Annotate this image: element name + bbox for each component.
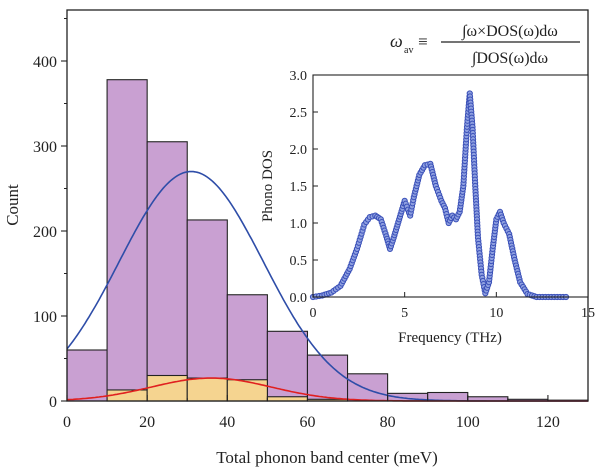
inset-y-tick-label: 3.0 (290, 69, 308, 84)
x-tick-label: 100 (456, 414, 480, 431)
formula-numerator: ∫ω×DOS(ω)dω (461, 23, 558, 41)
formula-lhs: ω (390, 31, 403, 51)
formula-denominator: ∫DOS(ω)dω (471, 50, 548, 68)
formula-equiv: ≡ (418, 32, 428, 51)
y-tick-label: 0 (49, 394, 57, 411)
inset-y-tick-label: 0.0 (290, 291, 308, 306)
x-tick-label: 40 (219, 414, 235, 431)
formula: ω av ≡ ∫ω×DOS(ω)dω ∫DOS(ω)dω (390, 23, 580, 68)
x-tick-label: 20 (139, 414, 155, 431)
inset-y-tick-label: 1.5 (290, 180, 308, 195)
histogram-bar (106, 79, 148, 402)
histogram-bar (146, 374, 188, 402)
histogram-bar (226, 379, 268, 402)
y-tick-label: 300 (33, 139, 57, 156)
inset-y-axis-ticks: 0.0 0.5 1.0 1.5 2.0 2.5 3.0 (290, 69, 318, 306)
histogram-series-0 (66, 79, 589, 402)
inset-y-tick-label: 1.0 (290, 217, 308, 232)
inset-y-tick-label: 2.0 (290, 143, 308, 158)
inset-x-tick-label: 0 (310, 306, 317, 321)
y-tick-label: 200 (33, 224, 57, 241)
inset-y-tick-label: 0.5 (290, 254, 308, 269)
inset-y-axis-label: Phono DOS (260, 150, 276, 222)
histogram-bar (346, 373, 389, 402)
inset-x-axis-ticks: 0 5 10 15 (310, 292, 595, 321)
histogram-series-1 (106, 374, 349, 402)
histogram-bar (186, 219, 228, 402)
histogram-bar (266, 330, 309, 402)
inset-background (313, 75, 588, 297)
x-axis-ticks: 0 20 40 60 80 100 120 (63, 395, 560, 431)
inset-x-axis-label: Frequency (THz) (398, 330, 502, 346)
histogram-bar (186, 377, 228, 402)
y-tick-label: 100 (33, 309, 57, 326)
x-tick-label: 0 (63, 414, 71, 431)
inset-y-tick-label: 2.5 (290, 106, 308, 121)
inset-x-tick-label: 10 (489, 306, 503, 321)
x-tick-label: 60 (299, 414, 315, 431)
x-tick-label: 120 (536, 414, 560, 431)
y-axis-label: Count (3, 184, 22, 226)
dos-points (309, 90, 570, 301)
y-tick-label: 400 (33, 54, 57, 71)
inset-dos-chart: 0 5 10 15 0.0 0.5 1.0 1.5 2.0 2.5 3.0 Frequency (… (260, 69, 595, 346)
histogram-bar (146, 141, 188, 402)
x-axis-label: Total phonon band center (meV) (216, 448, 438, 467)
y-axis-ticks: 0 100 200 300 400 (33, 18, 67, 411)
inset-x-tick-label: 5 (401, 306, 408, 321)
x-tick-label: 80 (380, 414, 396, 431)
formula-lhs-subscript: av (404, 45, 413, 56)
histogram-bar (66, 349, 108, 402)
inset-x-tick-label: 15 (581, 306, 595, 321)
